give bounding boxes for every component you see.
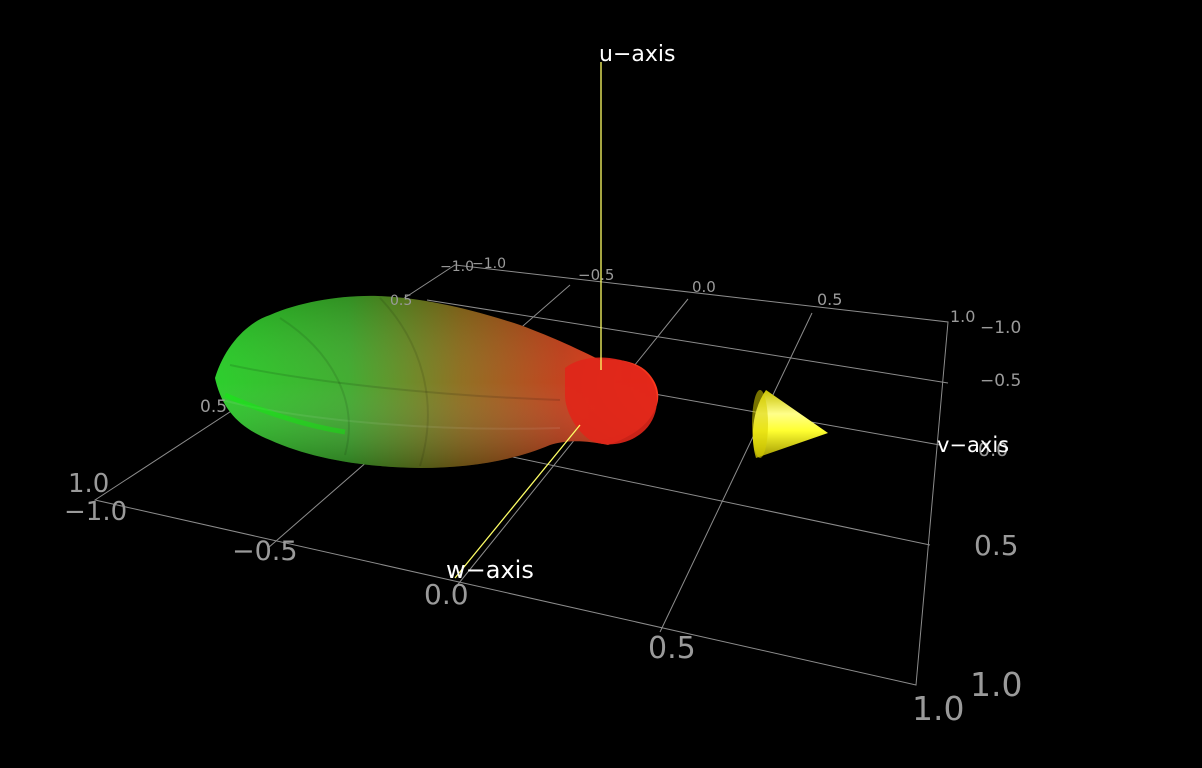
radiation-lobe-surface[interactable] (215, 295, 659, 468)
tick-label: 1.0 (912, 689, 964, 728)
lobe-facet (379, 297, 429, 467)
tick-label: −1.0 (980, 318, 1021, 338)
tick-label: 0.5 (974, 529, 1019, 562)
lobe-facet (279, 317, 350, 456)
tick-label: −1.0 (472, 256, 506, 272)
back-lobe (565, 357, 658, 445)
grid-line (659, 312, 813, 633)
cone-body (752, 390, 828, 458)
tick-label: −0.5 (980, 371, 1021, 391)
grid-line (426, 299, 949, 384)
tick-label: 1.0 (68, 469, 109, 499)
tick-label: 0.5 (817, 290, 842, 309)
cone-base (752, 390, 768, 458)
tick-label: 0.0 (692, 278, 716, 296)
tick-label: −0.5 (232, 536, 298, 567)
lobe-facet (221, 399, 561, 430)
tick-label: −1.0 (440, 259, 474, 275)
lobe-rim-highlight (224, 392, 346, 435)
lobe-facet (229, 364, 561, 401)
tick-label: −1.0 (64, 497, 127, 527)
grid-border (93, 264, 949, 686)
grid-line (454, 298, 689, 589)
tick-labels: −1.0 −1.0 −0.5 0.0 0.5 1.0 −1.0 −0.5 0.0… (64, 256, 1022, 728)
tick-label: 0.5 (648, 631, 696, 666)
tick-label: 0.0 (978, 439, 1008, 461)
tick-label: 1.0 (950, 307, 975, 326)
w-axis-line (454, 424, 581, 579)
direction-cone[interactable] (752, 390, 828, 458)
tick-label: 1.0 (970, 665, 1022, 704)
tick-label: 0.0 (424, 578, 469, 611)
tick-label: 0.5 (200, 397, 227, 417)
u-axis-label: u−axis (599, 42, 675, 67)
tick-label: 0.5 (390, 293, 412, 309)
tick-label: −0.5 (578, 266, 614, 284)
v-axis-label: v−axis (937, 433, 1009, 457)
w-axis-label: w−axis (446, 556, 534, 584)
lobe-shading (215, 295, 659, 468)
